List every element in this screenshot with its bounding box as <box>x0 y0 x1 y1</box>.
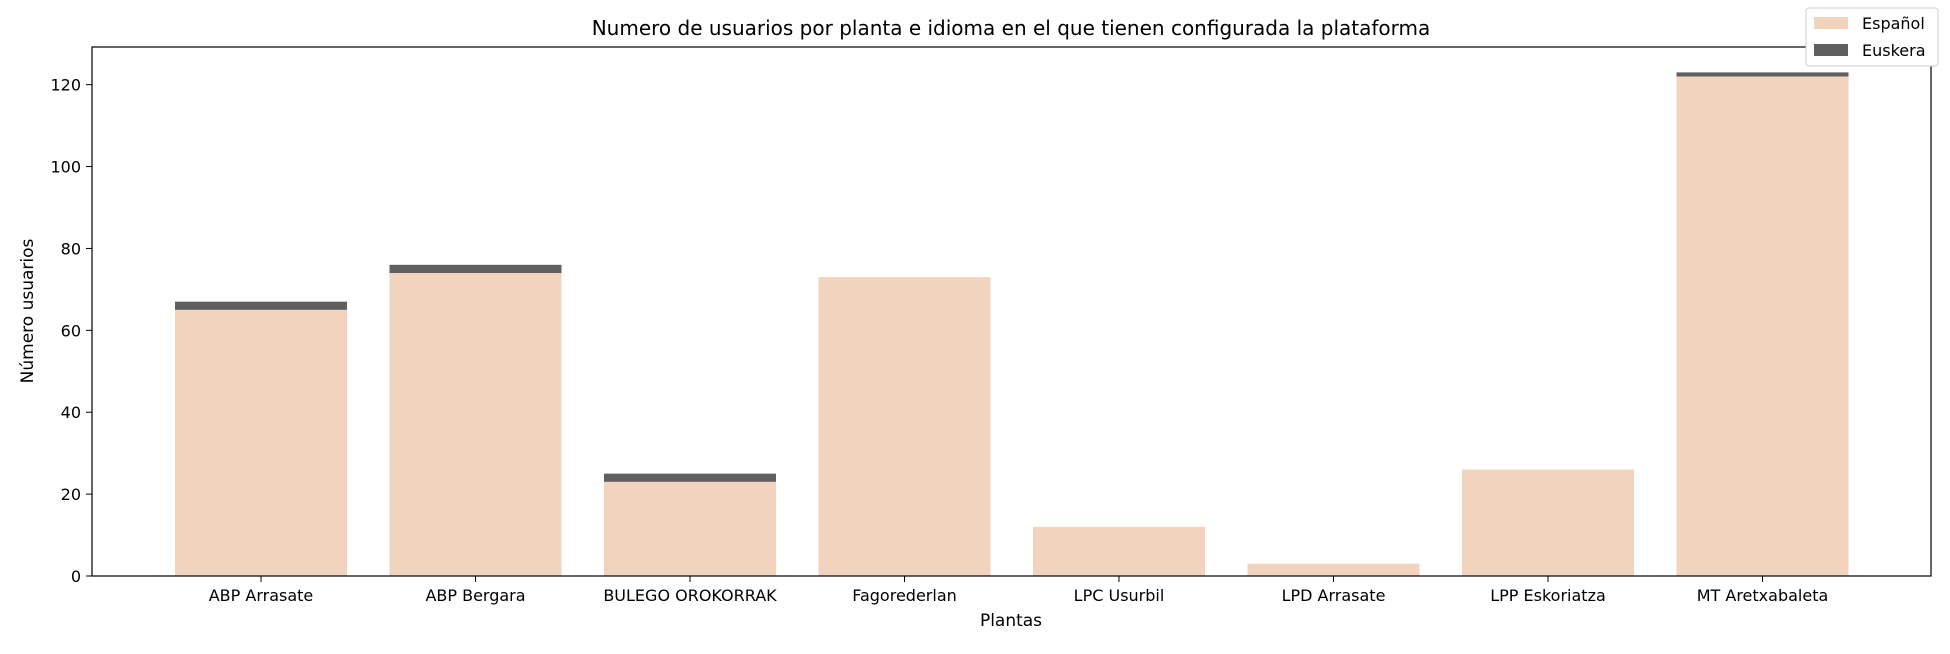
bar-espanol <box>1033 526 1205 576</box>
y-tick-label: 60 <box>61 321 81 340</box>
legend-swatch <box>1814 44 1848 56</box>
x-tick-label: LPP Eskoriatza <box>1490 586 1606 605</box>
bar-espanol <box>604 481 776 576</box>
y-tick-label: 100 <box>50 158 81 177</box>
legend-label: Euskera <box>1862 41 1926 60</box>
x-tick-label: BULEGO OROKORRAK <box>603 586 777 605</box>
plot-frame <box>91 46 1932 577</box>
bar-espanol <box>1676 76 1849 576</box>
y-tick-label: 0 <box>71 567 81 586</box>
bars-layer <box>175 72 1849 576</box>
x-axis-label: Plantas <box>980 611 1042 631</box>
legend-label: Español <box>1862 14 1925 33</box>
y-tick-label: 20 <box>61 485 81 504</box>
chart-title: Numero de usuarios por planta e idioma e… <box>592 16 1431 40</box>
y-axis-label: Número usuarios <box>18 239 38 384</box>
x-tick-label: LPD Arrasate <box>1282 586 1386 605</box>
bar-euskera <box>1676 72 1849 77</box>
x-tick-label: Fagorederlan <box>852 586 957 605</box>
ticks-layer: ABP Arrasate ABP Bergara BULEGO OROKORRAK F… <box>50 76 1828 605</box>
legend: Español Euskera <box>1805 7 1939 67</box>
x-tick-label: ABP Arrasate <box>209 586 314 605</box>
bar-euskera <box>175 301 347 310</box>
legend-swatch <box>1814 17 1848 29</box>
y-tick-label: 80 <box>61 239 81 258</box>
x-tick-label: LPC Usurbil <box>1074 586 1165 605</box>
bar-espanol <box>1462 469 1634 576</box>
y-tick-label: 120 <box>50 76 81 95</box>
bar-euskera <box>389 264 562 274</box>
bar-euskera <box>604 473 776 482</box>
bar-espanol <box>818 277 991 576</box>
bar-espanol <box>1247 563 1420 576</box>
x-tick-label: MT Aretxabaleta <box>1697 586 1829 605</box>
y-tick-label: 40 <box>61 403 81 422</box>
bar-espanol <box>389 273 562 576</box>
bar-espanol <box>175 309 347 576</box>
x-tick-label: ABP Bergara <box>425 586 525 605</box>
